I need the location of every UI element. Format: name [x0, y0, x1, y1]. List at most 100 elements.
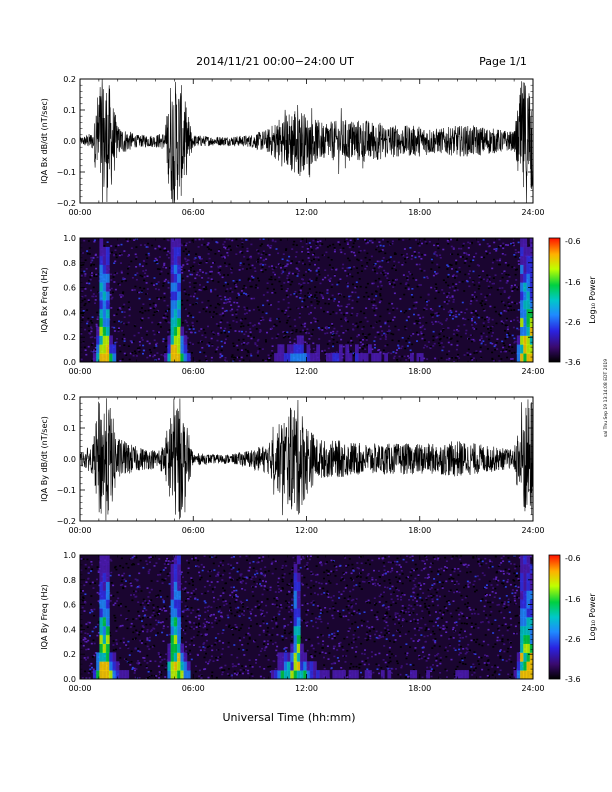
bx-spectrogram-speckle: [496, 259, 499, 262]
bx-spectrogram-cell: [177, 335, 181, 345]
bx-spectrogram-speckle: [92, 295, 95, 298]
bx-spectrogram-speckle: [247, 335, 250, 337]
by-spectrogram-speckle: [189, 621, 192, 624]
bx-spectrogram-speckle: [288, 260, 290, 262]
by-dbdt-ytick-label: 0.0: [63, 455, 76, 464]
bx-spectrogram-speckle: [316, 241, 319, 243]
bx-spectrogram-speckle: [404, 287, 407, 289]
bx-spectrogram-cell: [105, 264, 110, 274]
bx-spectrogram-speckle: [167, 281, 170, 284]
bx-spectrogram-speckle: [122, 291, 125, 293]
bx-spectrogram-speckle: [122, 292, 124, 294]
bx-spectrogram-cell: [520, 308, 524, 319]
bx-spectrogram-speckle: [486, 243, 489, 245]
bx-spectrogram-speckle: [331, 323, 334, 325]
bx-spectrogram-speckle: [262, 250, 265, 253]
by-spectrogram-speckle: [498, 597, 501, 600]
by-spectrogram-speckle: [138, 631, 141, 633]
by-spectrogram-speckle: [157, 621, 160, 624]
bx-spectrogram-speckle: [471, 359, 474, 361]
bx-spectrogram-speckle: [90, 350, 93, 353]
by-spectrogram-speckle: [275, 597, 278, 599]
by-spectrogram-speckle: [404, 607, 407, 609]
bx-spectrogram-cell: [516, 353, 521, 362]
bx-spectrogram-speckle: [460, 247, 463, 250]
bx-spectrogram-speckle: [325, 251, 328, 254]
by-spectrogram-speckle: [336, 630, 339, 632]
bx-spectrogram-speckle: [423, 328, 426, 330]
bx-spectrogram-speckle: [395, 269, 397, 271]
by-spectrogram-speckle: [344, 587, 347, 589]
by-spectrogram-speckle: [508, 658, 511, 661]
bx-spectrogram-speckle: [294, 325, 297, 327]
bx-spectrogram-speckle: [297, 273, 300, 275]
by-spectrogram-speckle: [224, 664, 227, 667]
bx-spectrogram-speckle: [488, 276, 491, 278]
by-spectrogram-speckle: [368, 602, 371, 604]
by-spectrogram-speckle: [337, 660, 340, 662]
by-spectrogram-speckle: [350, 572, 353, 575]
bx-spectrogram-speckle: [167, 321, 170, 323]
by-spectrogram-speckle: [245, 576, 248, 579]
by-spectrogram-speckle: [338, 591, 341, 593]
by-spectrogram-speckle: [112, 595, 115, 597]
bx-spectrogram-speckle: [472, 259, 475, 261]
bx-spectrogram-cell: [293, 344, 298, 354]
by-spectrogram-speckle: [233, 665, 236, 667]
by-spectrogram-speckle: [363, 620, 366, 623]
by-spectrogram-speckle: [517, 578, 520, 580]
bx-spectrogram-speckle: [259, 318, 262, 320]
bx-spectrogram-speckle: [285, 332, 288, 334]
bx-spectrogram-speckle: [445, 281, 447, 284]
bx-spectrogram-speckle: [366, 344, 369, 346]
by-spectrogram-speckle: [232, 567, 235, 569]
by-spectrogram-speckle: [432, 556, 435, 559]
bx-spectrogram-speckle: [336, 283, 339, 286]
bx-spectrogram-speckle: [360, 270, 363, 272]
bx-spectrogram-speckle: [432, 323, 435, 325]
bx-spectrogram-speckle: [187, 259, 190, 262]
by-spectrogram-speckle: [412, 587, 415, 590]
bx-spectrogram-speckle: [489, 281, 491, 283]
bx-spectrogram-cell: [529, 300, 533, 310]
bx-spectrogram-speckle: [219, 356, 222, 359]
bx-spectrogram-speckle: [335, 351, 338, 353]
bx-spectrogram-speckle: [153, 307, 155, 310]
bx-spectrogram-speckle: [285, 265, 288, 267]
by-spectrogram-speckle: [237, 607, 240, 609]
bx-spectrogram-speckle: [381, 249, 384, 251]
by-spectrogram-speckle: [134, 648, 137, 650]
bx-spectrogram-speckle: [116, 338, 118, 340]
bx-spectrogram-speckle: [194, 277, 197, 280]
bx-spectrogram-speckle: [154, 261, 157, 263]
by-spectrogram-speckle: [262, 631, 265, 633]
bx-spectrogram-speckle: [331, 324, 334, 327]
by-spectrogram-speckle: [322, 587, 325, 590]
bx-spectrogram-speckle: [301, 300, 304, 303]
bx-spectrogram-speckle: [453, 329, 456, 332]
by-spectrogram-speckle: [85, 677, 88, 679]
bx-spectrogram-speckle: [88, 253, 91, 255]
by-spectrogram-speckle: [262, 620, 265, 622]
bx-spectrogram-speckle: [147, 317, 150, 319]
bx-spectrogram-speckle: [301, 297, 304, 300]
bx-spectrogram-speckle: [491, 351, 494, 354]
bx-spectrogram-speckle: [392, 286, 395, 288]
bx-spectrogram-speckle: [117, 283, 120, 285]
bx-spectrogram-speckle: [470, 357, 473, 360]
by-spectrogram-speckle: [470, 622, 473, 625]
bx-spectrogram-speckle: [284, 335, 287, 338]
by-spectrogram-speckle: [161, 609, 163, 611]
bx-spectrogram-speckle: [237, 305, 240, 308]
bx-spectrogram-speckle: [337, 241, 340, 243]
bx-spectrogram-speckle: [381, 259, 384, 262]
bx-spectrogram-speckle: [498, 360, 501, 362]
bx-spectrogram-speckle: [430, 286, 433, 289]
bx-spectrogram-speckle: [407, 337, 410, 340]
bx-spectrogram-speckle: [355, 314, 358, 317]
by-spectrogram-speckle: [115, 600, 118, 602]
by-spectrogram-speckle: [196, 634, 199, 637]
bx-spectrogram-cell: [170, 264, 175, 274]
bx-spectrogram-speckle: [414, 307, 417, 310]
bx-spectrogram-speckle: [318, 291, 321, 294]
